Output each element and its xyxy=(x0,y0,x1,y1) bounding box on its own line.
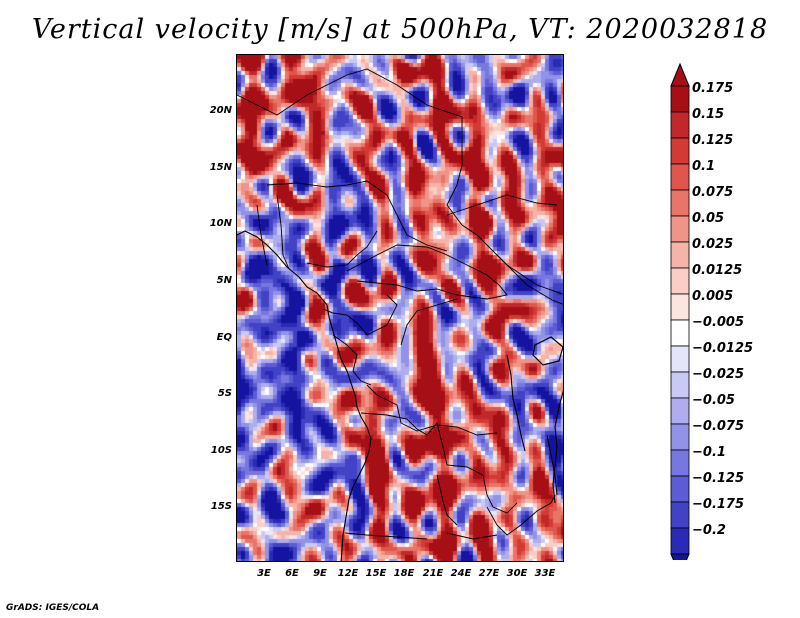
lon-tick-label: 33E xyxy=(534,568,556,579)
colorbar-label: 0.1 xyxy=(692,159,716,174)
vertical-velocity-field xyxy=(237,55,563,561)
lon-tick-label: 9E xyxy=(313,568,327,579)
colorbar-swatch xyxy=(670,267,690,295)
colorbar xyxy=(670,62,690,560)
colorbar-label: −0.05 xyxy=(692,393,735,408)
colorbar-swatch xyxy=(670,319,690,347)
credit-text: GrADS: IGES/COLA xyxy=(6,603,100,613)
border-angola-drc xyxy=(360,412,518,526)
colorbar-label: 0.005 xyxy=(692,289,734,304)
lon-tick-label: 12E xyxy=(337,568,359,579)
colorbar-label: 0.15 xyxy=(692,107,725,122)
lake-malawi xyxy=(546,434,558,496)
border-sudan xyxy=(446,194,563,305)
coastline-west-africa xyxy=(237,230,372,561)
colorbar-swatch xyxy=(670,137,690,165)
colorbar-swatch xyxy=(670,501,690,529)
lat-tick-label: 5N xyxy=(216,275,232,286)
lon-tick-label: 6E xyxy=(285,568,299,579)
lon-tick-label: 15E xyxy=(365,568,387,579)
border-nigeria xyxy=(256,194,378,270)
colorbar-label: −0.005 xyxy=(692,315,745,330)
lat-tick-label: 15S xyxy=(210,501,232,512)
colorbar-label: −0.0125 xyxy=(692,341,754,356)
lat-tick-label: EQ xyxy=(216,332,232,343)
colorbar-swatch xyxy=(670,345,690,373)
colorbar-swatch xyxy=(670,527,690,555)
lon-tick-label: 30E xyxy=(506,568,528,579)
lat-tick-label: 10N xyxy=(209,218,232,229)
border-car xyxy=(346,244,508,300)
colorbar-label: 0.0125 xyxy=(692,263,743,278)
colorbar-swatch xyxy=(670,449,690,477)
border-zambia xyxy=(344,494,556,540)
colorbar-label: 0.075 xyxy=(692,185,734,200)
map-overlay xyxy=(237,68,563,561)
colorbar-label: −0.2 xyxy=(692,523,726,538)
lon-tick-label: 27E xyxy=(478,568,500,579)
colorbar-swatch xyxy=(670,215,690,243)
colorbar-top-arrow xyxy=(670,62,690,87)
colorbar-label: −0.175 xyxy=(692,497,745,512)
lat-tick-label: 10S xyxy=(210,445,232,456)
lat-tick-label: 5S xyxy=(217,388,232,399)
colorbar-swatch xyxy=(670,397,690,425)
border-congo xyxy=(366,298,498,436)
lon-tick-label: 18E xyxy=(393,568,415,579)
colorbar-label: −0.1 xyxy=(692,445,726,460)
colorbar-label: 0.025 xyxy=(692,237,734,252)
colorbar-swatch xyxy=(670,475,690,503)
colorbar-swatch xyxy=(670,293,690,321)
colorbar-swatch xyxy=(670,241,690,269)
colorbar-label: −0.025 xyxy=(692,367,745,382)
lon-tick-label: 21E xyxy=(422,568,444,579)
colorbar-bottom-arrow xyxy=(670,553,690,560)
border-cameroon-gabon xyxy=(322,294,398,386)
colorbar-swatch xyxy=(670,189,690,217)
lon-tick-label: 3E xyxy=(257,568,271,579)
lake-tanganyika xyxy=(506,354,526,452)
colorbar-swatch xyxy=(670,111,690,139)
colorbar-label: −0.125 xyxy=(692,471,745,486)
colorbar-swatch xyxy=(670,163,690,191)
lake-victoria xyxy=(532,336,563,366)
lat-tick-label: 15N xyxy=(209,162,232,173)
colorbar-label: 0.175 xyxy=(692,81,734,96)
colorbar-swatch xyxy=(670,423,690,451)
plot-title: Vertical velocity [m/s] at 500hPa, VT: 2… xyxy=(31,14,769,45)
lat-tick-label: 20N xyxy=(209,105,232,116)
colorbar-swatch xyxy=(670,371,690,399)
colorbar-label: 0.125 xyxy=(692,133,734,148)
colorbar-label: 0.05 xyxy=(692,211,725,226)
colorbar-swatch xyxy=(670,85,690,113)
lon-tick-label: 24E xyxy=(450,568,472,579)
border-niger-chad xyxy=(266,180,448,252)
coastline-east-africa xyxy=(552,390,563,504)
map-panel xyxy=(236,54,564,562)
colorbar-label: −0.075 xyxy=(692,419,745,434)
